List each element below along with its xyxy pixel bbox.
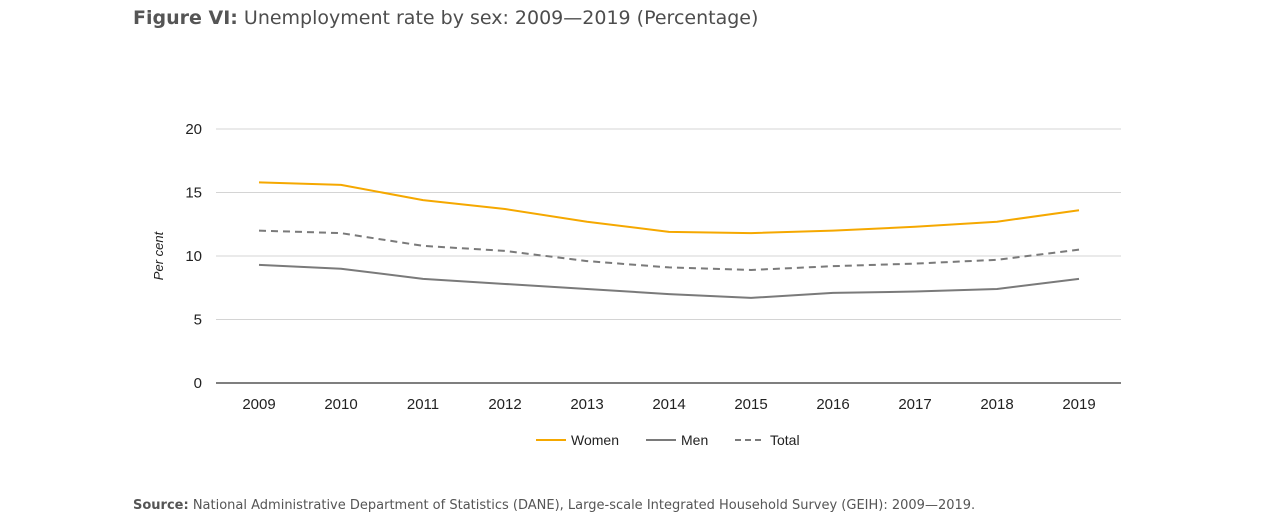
source-prefix: Source: bbox=[133, 498, 189, 513]
series-line-women bbox=[258, 181, 1080, 235]
x-tick-label: 2017 bbox=[898, 396, 931, 413]
x-axis-ticks: 2009 2010 2011 2012 2013 2014 2015 2016 2017 2018… bbox=[242, 396, 1095, 413]
series-line-men bbox=[258, 263, 1080, 299]
y-tick-label: 15 bbox=[185, 185, 202, 202]
y-tick-label: 20 bbox=[185, 121, 202, 138]
figure-title: Figure VI: Unemployment rate by sex: 200… bbox=[133, 7, 758, 29]
x-tick-label: 2011 bbox=[407, 396, 439, 413]
y-tick-label: 5 bbox=[194, 312, 202, 329]
legend: Women Men Total bbox=[536, 432, 800, 448]
gridlines bbox=[216, 128, 1121, 384]
x-tick-label: 2016 bbox=[816, 396, 849, 413]
source-note: Source: National Administrative Departme… bbox=[133, 498, 975, 513]
legend-label-women: Women bbox=[571, 432, 619, 448]
series-line-total bbox=[258, 229, 1080, 271]
x-tick-label: 2015 bbox=[734, 396, 767, 413]
y-axis-ticks: 0 5 10 15 20 bbox=[185, 121, 202, 392]
legend-label-men: Men bbox=[681, 432, 708, 448]
y-axis-label: Per cent bbox=[151, 230, 166, 280]
y-tick-label: 0 bbox=[194, 375, 202, 392]
y-tick-label: 10 bbox=[185, 248, 202, 265]
x-tick-label: 2014 bbox=[652, 396, 685, 413]
source-text: National Administrative Department of St… bbox=[188, 498, 976, 513]
figure-title-prefix: Figure VI: bbox=[133, 7, 238, 29]
x-tick-label: 2018 bbox=[980, 396, 1013, 413]
figure-title-text: Unemployment rate by sex: 2009—2019 (Per… bbox=[237, 7, 759, 29]
legend-label-total: Total bbox=[770, 432, 800, 448]
x-tick-label: 2013 bbox=[570, 396, 603, 413]
series-lines bbox=[258, 181, 1080, 299]
x-tick-label: 2019 bbox=[1062, 396, 1095, 413]
x-tick-label: 2010 bbox=[324, 396, 357, 413]
x-tick-label: 2012 bbox=[488, 396, 521, 413]
x-tick-label: 2009 bbox=[242, 396, 275, 413]
